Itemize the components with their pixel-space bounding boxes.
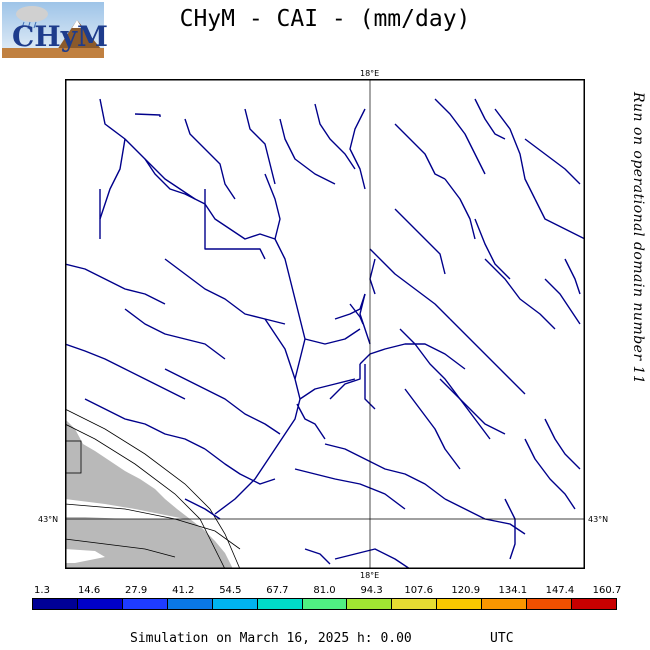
colorbar-tick-label: 134.1 [498, 585, 528, 596]
colorbar-tick-label: 81.0 [313, 585, 336, 596]
colorbar-tick-label: 120.9 [451, 585, 481, 596]
colorbar-swatch [167, 599, 213, 609]
colorbar-swatch [392, 599, 438, 609]
colorbar-tick-label: 147.4 [545, 585, 575, 596]
river-map [65, 79, 585, 569]
colorbar-tick-label: 1.3 [34, 585, 50, 596]
colorbar-swatch [482, 599, 528, 609]
island-2 [65, 549, 105, 563]
colorbar-tick-label: 67.7 [266, 585, 289, 596]
colorbar-tick-label: 94.3 [360, 585, 383, 596]
colorbar-tick-label: 27.9 [125, 585, 148, 596]
latitude-label-left: 43°N [38, 515, 59, 524]
colorbar-tick-label: 160.7 [592, 585, 622, 596]
colorbar-swatch [77, 599, 123, 609]
border-line-2 [65, 538, 176, 558]
colorbar-swatch [572, 599, 616, 609]
inset-box [65, 440, 82, 474]
logo-text: CHyM [12, 20, 109, 53]
colorbar-tick-label: 14.6 [77, 585, 101, 596]
colorbar-tick-label: 41.2 [172, 585, 195, 596]
colorbar-swatch [257, 599, 303, 609]
sea-area [65, 419, 233, 569]
colorbar-swatch [33, 599, 78, 609]
colorbar-swatch [122, 599, 168, 609]
simulation-footer: Simulation on March 16, 2025 h: 0.00 UTC [130, 631, 514, 646]
timezone-label: UTC [490, 631, 514, 646]
longitude-label-top: 18°E [360, 69, 380, 78]
run-domain-note: Run on operational domain number 11 [630, 92, 646, 385]
colorbar-swatch [302, 599, 348, 609]
map-title: CHyM - CAI - (mm/day) [179, 6, 471, 32]
longitude-label-bottom: 18°E [360, 571, 380, 580]
colorbar-swatch [347, 599, 393, 609]
coast-line [65, 408, 241, 569]
colorbar-swatch [437, 599, 483, 609]
colorbar-swatch [527, 599, 573, 609]
map-panel [65, 79, 585, 569]
map-frame [65, 79, 585, 569]
colorbar-labels: 1.3 14.6 27.9 41.2 54.5 67.7 81.0 94.3 107.6 120.… [32, 585, 621, 597]
colorbar-tick-label: 54.5 [219, 585, 242, 596]
colorbar-swatch [212, 599, 258, 609]
colorbar-tick-label: 107.6 [404, 585, 433, 596]
coast-line-2 [65, 423, 226, 569]
simulation-date: Simulation on March 16, 2025 h: 0.00 [130, 631, 412, 646]
latitude-label-right: 43°N [588, 515, 609, 524]
colorbar [32, 598, 617, 610]
chym-logo: CHyM [2, 2, 108, 58]
